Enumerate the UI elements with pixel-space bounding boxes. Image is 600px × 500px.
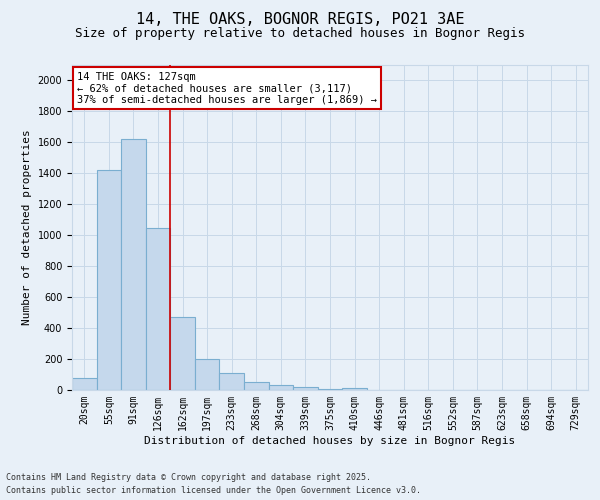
Bar <box>342 388 367 390</box>
Text: Contains public sector information licensed under the Open Government Licence v3: Contains public sector information licen… <box>6 486 421 495</box>
Bar <box>195 359 220 390</box>
Text: 14 THE OAKS: 127sqm
← 62% of detached houses are smaller (3,117)
37% of semi-det: 14 THE OAKS: 127sqm ← 62% of detached ho… <box>77 72 377 104</box>
Bar <box>146 228 170 390</box>
Text: Size of property relative to detached houses in Bognor Regis: Size of property relative to detached ho… <box>75 28 525 40</box>
Text: Contains HM Land Registry data © Crown copyright and database right 2025.: Contains HM Land Registry data © Crown c… <box>6 474 371 482</box>
Bar <box>318 389 342 390</box>
Bar <box>220 373 244 390</box>
Bar <box>269 386 293 390</box>
Bar <box>293 387 318 390</box>
X-axis label: Distribution of detached houses by size in Bognor Regis: Distribution of detached houses by size … <box>145 436 515 446</box>
Bar <box>121 140 146 390</box>
Bar <box>244 382 269 390</box>
Bar <box>72 378 97 390</box>
Y-axis label: Number of detached properties: Number of detached properties <box>22 130 32 326</box>
Bar <box>97 170 121 390</box>
Bar <box>170 318 195 390</box>
Text: 14, THE OAKS, BOGNOR REGIS, PO21 3AE: 14, THE OAKS, BOGNOR REGIS, PO21 3AE <box>136 12 464 28</box>
